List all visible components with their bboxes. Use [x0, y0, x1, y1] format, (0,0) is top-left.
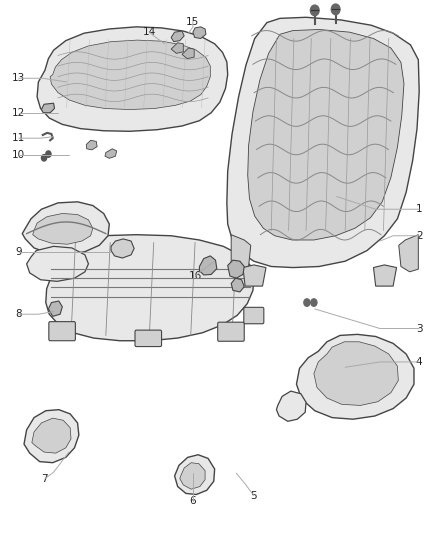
FancyBboxPatch shape — [218, 322, 244, 341]
Polygon shape — [171, 43, 184, 53]
Text: 2: 2 — [416, 231, 423, 241]
Polygon shape — [46, 235, 254, 341]
Text: 6: 6 — [190, 496, 196, 506]
Text: 11: 11 — [12, 133, 25, 143]
Polygon shape — [228, 260, 244, 278]
Polygon shape — [182, 48, 194, 59]
Circle shape — [331, 4, 340, 14]
Polygon shape — [32, 418, 71, 453]
Polygon shape — [231, 235, 251, 272]
Text: 4: 4 — [416, 357, 423, 367]
Text: 15: 15 — [186, 17, 200, 27]
Polygon shape — [42, 103, 54, 113]
Text: 16: 16 — [188, 271, 201, 281]
Polygon shape — [231, 278, 244, 292]
Polygon shape — [193, 27, 206, 38]
Text: 9: 9 — [15, 247, 22, 257]
Text: 14: 14 — [143, 27, 156, 37]
Circle shape — [42, 155, 47, 161]
Polygon shape — [50, 40, 210, 110]
Polygon shape — [199, 256, 217, 275]
Polygon shape — [111, 239, 134, 258]
Polygon shape — [48, 301, 62, 317]
Text: 10: 10 — [12, 150, 25, 160]
FancyBboxPatch shape — [244, 308, 264, 324]
Polygon shape — [248, 29, 404, 240]
Text: 12: 12 — [12, 108, 25, 118]
Circle shape — [46, 151, 51, 157]
Polygon shape — [27, 246, 88, 281]
Polygon shape — [22, 202, 110, 255]
Circle shape — [304, 299, 310, 306]
Polygon shape — [243, 265, 266, 286]
Polygon shape — [171, 31, 184, 42]
FancyBboxPatch shape — [135, 330, 162, 346]
Polygon shape — [314, 342, 398, 406]
Circle shape — [311, 5, 319, 15]
Circle shape — [311, 299, 317, 306]
FancyBboxPatch shape — [49, 321, 75, 341]
Polygon shape — [180, 463, 205, 489]
Text: 8: 8 — [15, 309, 22, 319]
Polygon shape — [86, 140, 97, 150]
Text: 1: 1 — [416, 204, 423, 214]
Polygon shape — [297, 334, 414, 419]
Polygon shape — [276, 391, 306, 421]
Polygon shape — [37, 27, 228, 131]
Polygon shape — [175, 455, 215, 495]
Text: 7: 7 — [42, 474, 48, 483]
Polygon shape — [105, 149, 117, 158]
Text: 13: 13 — [12, 73, 25, 83]
Polygon shape — [374, 265, 396, 286]
Text: 5: 5 — [251, 490, 257, 500]
Polygon shape — [399, 235, 418, 272]
Polygon shape — [227, 17, 419, 268]
Text: 3: 3 — [416, 324, 423, 334]
Polygon shape — [33, 214, 93, 244]
Polygon shape — [24, 410, 79, 463]
